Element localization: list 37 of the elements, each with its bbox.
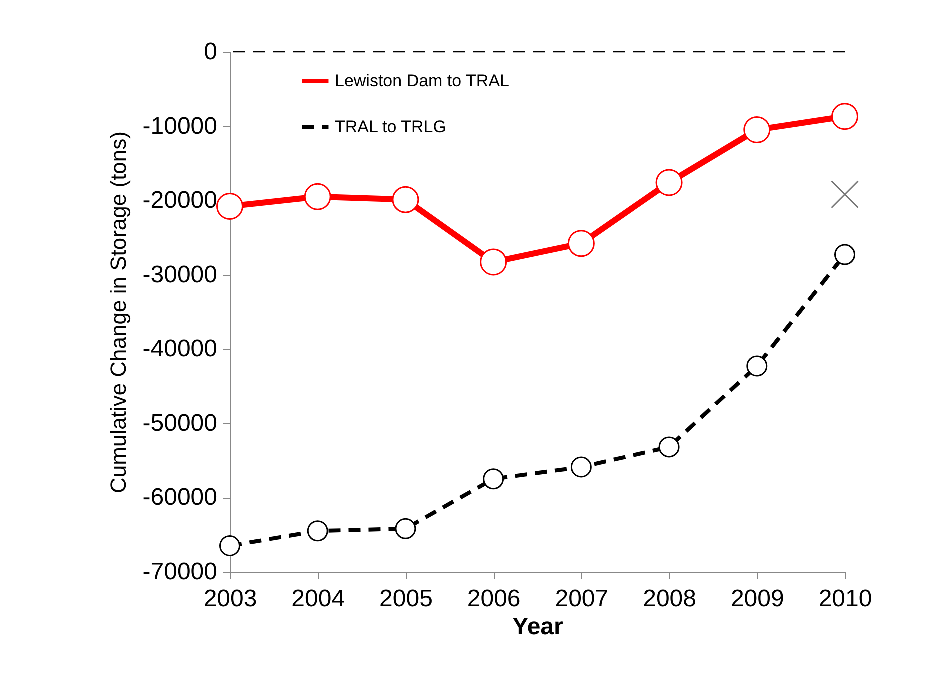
y-tick-label: -10000 (142, 112, 218, 140)
point (834, 244, 856, 266)
point (832, 103, 858, 130)
legend-label: TRAL to TRLG (335, 118, 446, 136)
y-tick-label: -50000 (142, 410, 218, 437)
legend-label: Lewiston Dam to TRAL (335, 72, 510, 90)
point (656, 169, 683, 196)
point (392, 186, 420, 214)
point (304, 183, 332, 210)
point (831, 180, 859, 209)
x-tick-label: 2003 (204, 586, 258, 612)
y-tick-label: -70000 (142, 558, 218, 586)
x-tick-label: 2006 (467, 586, 521, 612)
x-tick-label: 2008 (643, 586, 696, 612)
point (746, 356, 768, 377)
x-tick-label: 2010 (818, 586, 872, 612)
point (658, 436, 680, 458)
point (395, 518, 416, 540)
point (744, 116, 771, 144)
y-tick-label: -20000 (142, 187, 218, 214)
y-tick-label: 0 (204, 38, 218, 66)
point (568, 230, 595, 258)
x-tick-label: 2007 (555, 586, 609, 612)
x-tick-label: 2004 (292, 586, 346, 612)
x-tick-label: 2009 (730, 586, 784, 612)
y-tick-label: -40000 (142, 336, 218, 363)
point (570, 456, 592, 478)
y-axis-title: Cumulative Change in Storage (tons) (106, 132, 131, 494)
y-tick-label: -60000 (142, 484, 218, 512)
point (483, 468, 504, 490)
point (480, 248, 508, 276)
y-tick-label: -30000 (142, 261, 218, 288)
point (216, 193, 244, 220)
x-axis-title: Year (512, 614, 564, 640)
x-tick-label: 2005 (380, 586, 433, 612)
point (307, 520, 328, 542)
point (220, 536, 240, 556)
